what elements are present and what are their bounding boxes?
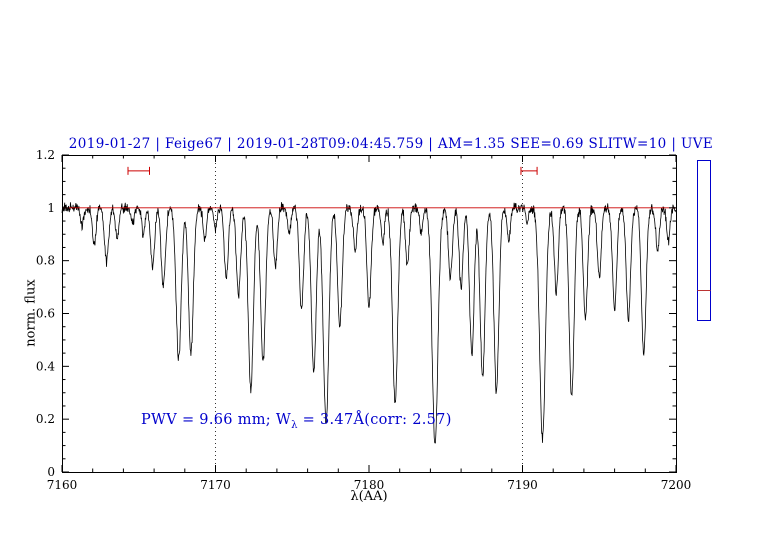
x-tick-label: 7170 bbox=[200, 478, 231, 492]
y-axis-label: norm. flux bbox=[23, 279, 39, 347]
y-tick-label: 0.2 bbox=[36, 412, 55, 426]
y-tick-label: 0.4 bbox=[36, 359, 55, 373]
x-tick-label: 7160 bbox=[47, 478, 78, 492]
side-panel-box bbox=[697, 160, 711, 321]
pwv-annotation-suffix: = 3.47Å(corr: 2.57) bbox=[297, 412, 452, 428]
x-tick-label: 7200 bbox=[661, 478, 692, 492]
x-tick-label: 7180 bbox=[354, 478, 385, 492]
y-tick-label: 0.6 bbox=[36, 307, 55, 321]
y-tick-label: 0.8 bbox=[36, 254, 55, 268]
spectrum-path bbox=[61, 202, 677, 444]
pwv-annotation: PWV = 9.66 mm; Wλ = 3.47Å(corr: 2.57) bbox=[141, 412, 452, 431]
x-tick-label: 7190 bbox=[507, 478, 538, 492]
y-tick-label: 0 bbox=[47, 465, 55, 479]
pwv-annotation-prefix: PWV = 9.66 mm; W bbox=[141, 412, 292, 428]
y-tick-label: 1.2 bbox=[36, 148, 55, 162]
pwv-annotation-sub: λ bbox=[291, 419, 298, 431]
telluric-range-marker bbox=[520, 166, 538, 175]
plot-title: 2019-01-27 | Feige67 | 2019-01-28T09:04:… bbox=[68, 136, 714, 152]
y-tick-label: 1 bbox=[47, 201, 55, 215]
telluric-range-marker bbox=[127, 166, 150, 175]
x-axis-label: λ(AA) bbox=[350, 489, 388, 504]
